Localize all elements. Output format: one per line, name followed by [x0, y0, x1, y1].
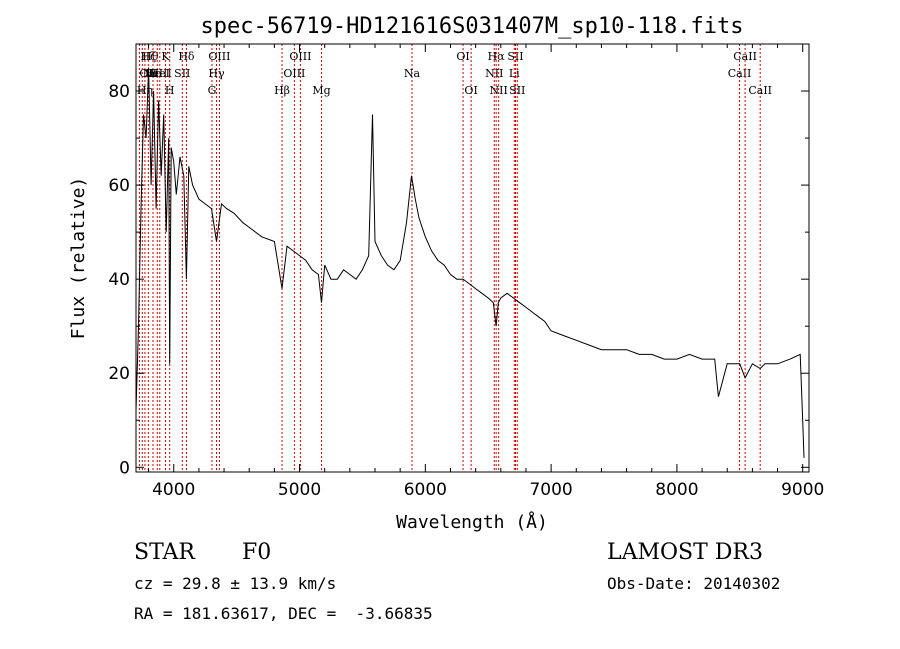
y-axis-label: Flux (relative)	[68, 177, 89, 340]
x-tick-label: 4000	[152, 480, 195, 500]
line-marker-label: NeIII	[143, 67, 172, 80]
y-tick-label: 0	[119, 458, 130, 478]
line-marker-label: CaII	[733, 50, 757, 63]
line-marker-label: CaII	[748, 84, 772, 97]
object-class: STAR	[134, 540, 195, 565]
y-tick-label: 20	[108, 364, 130, 384]
spectrum-line-0	[135, 67, 805, 458]
x-axis: 4000 5000 6000 7000 8000 9000	[148, 44, 824, 500]
y-axis: 0 20 40 60 80	[108, 43, 809, 478]
object-subclass: F0	[242, 540, 272, 565]
line-marker-label: SII	[507, 50, 523, 63]
y-tick-label: 80	[108, 82, 130, 102]
coordinates: RA = 181.63617, DEC = -3.66835	[134, 604, 433, 623]
x-tick-label: 8000	[655, 480, 698, 500]
line-marker-label: OIII	[289, 50, 311, 63]
line-marker-label: Hδ	[178, 50, 195, 63]
line-marker-label: OIII	[208, 50, 230, 63]
y-tick-label: 60	[108, 176, 130, 196]
chart-title: spec-56719-HD121616S031407M_sp10-118.fit…	[200, 14, 743, 39]
line-marker-label: H	[165, 84, 175, 97]
line-marker-label: Hα	[488, 50, 506, 63]
line-marker-label: Hγ	[208, 67, 225, 80]
x-tick-label: 7000	[529, 480, 572, 500]
x-tick-label: 6000	[404, 480, 447, 500]
line-marker-label: HeI	[150, 67, 170, 80]
redshift-cz: cz = 29.8 ± 13.9 km/s	[134, 574, 337, 593]
line-marker-label: Hη	[137, 84, 153, 97]
survey-name: LAMOST DR3	[607, 540, 763, 565]
line-marker-label: Hβ	[274, 84, 290, 97]
line-marker-label: OI	[464, 84, 477, 97]
line-marker-label: SII	[174, 67, 190, 80]
line-marker-label: OI	[456, 50, 469, 63]
line-marker-label: NII	[490, 84, 508, 97]
line-marker-label: Mg	[312, 84, 330, 97]
line-marker-label: Hθ	[142, 50, 159, 63]
x-axis-label: Wavelength (Å)	[396, 511, 548, 533]
line-marker-label: G	[208, 84, 217, 97]
obs-date: Obs-Date: 20140302	[607, 574, 781, 593]
spectrum-series	[135, 67, 805, 458]
line-marker-label: OIII	[283, 67, 305, 80]
y-tick-label: 40	[108, 270, 130, 290]
line-marker-label: K	[161, 50, 170, 63]
line-marker-label: NII	[485, 67, 503, 80]
x-tick-label: 9000	[781, 480, 824, 500]
line-marker-label: Hζ	[141, 50, 157, 63]
plot-frame	[135, 43, 810, 473]
line-marker-label: Li	[509, 67, 520, 80]
x-tick-label: 5000	[278, 480, 321, 500]
line-marker-label: CaII	[728, 67, 752, 80]
line-marker-label: SII	[509, 84, 525, 97]
line-marker-label: Na	[404, 67, 421, 80]
spectral-line-markers: OIIHθHηHζHεNeIIIHeIKHSIIHδGHγOIIIHβOIIIO…	[137, 44, 772, 472]
